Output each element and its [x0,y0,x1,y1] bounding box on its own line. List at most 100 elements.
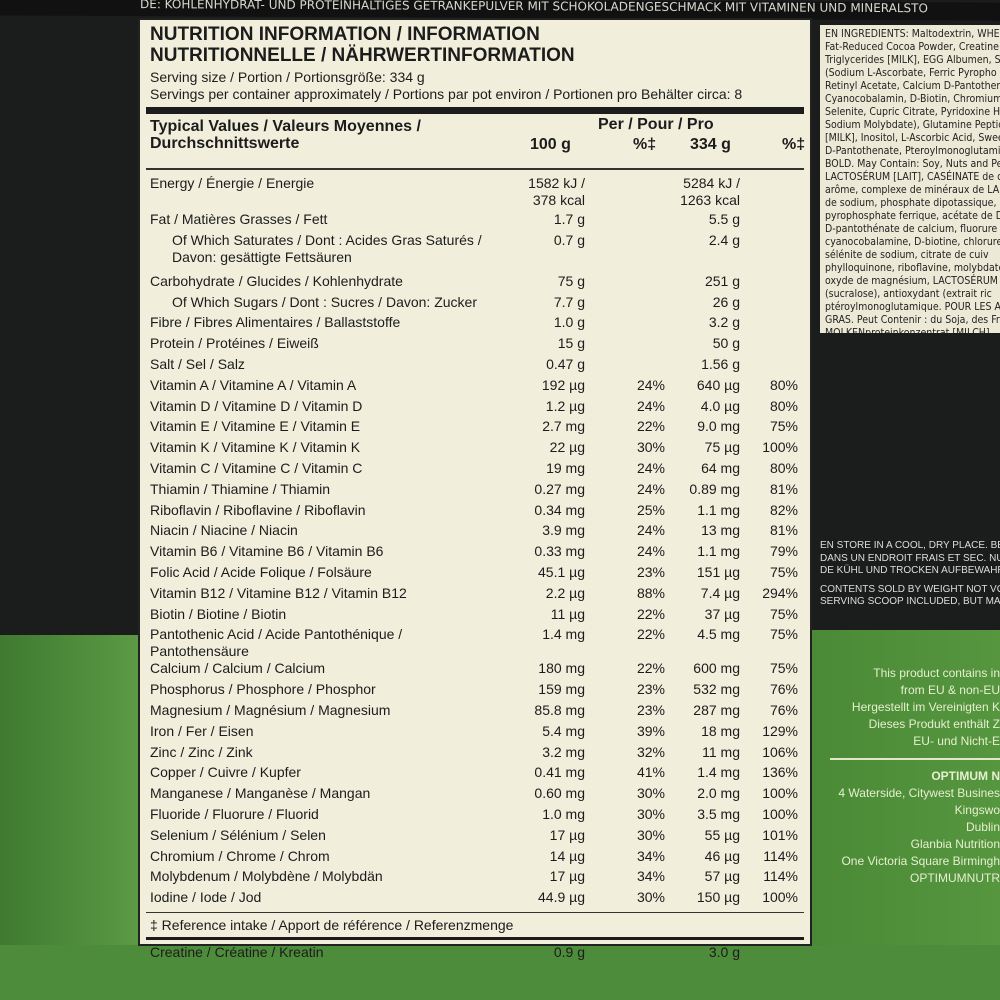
text-line: MOLKENproteinkonzentrat [MILCH], [825,327,993,333]
text-line: DE KÜHL UND TROCKEN AUFBEWAHREN. CHAR [820,565,1000,576]
nutrient-name: Vitamin B12 / Vitamine B12 / Vitamin B12 [150,584,407,601]
text-line: Kingswo [954,803,1000,817]
value-serving: 50 g [712,335,740,352]
table-row: Thiamin / Thiamine / Thiamin 0.27 mg 24% 0.… [150,481,800,502]
percent-ri-100g [585,294,665,315]
value-serving: 37 µg [704,605,740,622]
percent-ri-serving: 294% [762,584,798,601]
value-100g: 1582 kJ /378 kcal [528,175,585,208]
label-title-2: NUTRITIONNELLE / NÄHRWERTINFORMATION [150,45,575,66]
percent-ri-serving [740,232,800,273]
text-line: Dieses Produkt enthält Z [868,717,1000,731]
header-334g: 334 g [690,136,731,153]
text-line: Sodium Molybdate), Glutamine Peptides [825,119,1000,131]
value-serving: 13 mg [701,522,740,539]
value-100g: 19 mg [546,459,585,476]
value-serving: 251 g [704,272,740,289]
value-100g: 0.41 mg [534,764,585,781]
value-100g: 11 µg [550,605,585,622]
percent-ri-100g: 24% [636,376,665,393]
percent-ri-serving [740,273,800,294]
percent-ri-serving [740,314,800,335]
table-row: Folic Acid / Acide Folique / Folsäure 45.… [150,564,800,585]
nutrient-name: Of Which Saturates / Dont : Acides Gras … [172,231,482,265]
percent-ri-serving: 82% [769,501,798,518]
percent-ri-100g: 88% [636,584,665,601]
percent-ri-serving: 75% [769,660,798,677]
text-line: Hergestellt im Vereinigten K [851,700,1000,714]
text-line: LACTOSÉRUM [LAIT], CASÉINATE de calc [825,171,1000,183]
table-row: Vitamin B12 / Vitamine B12 / Vitamin B12… [150,585,800,606]
text-line: phylloquinone, riboflavine, molybdate de [825,262,1000,274]
value-serving: 5284 kJ /1263 kcal [680,175,740,208]
value-100g: 0.34 mg [534,501,585,518]
value-100g: 0.27 mg [534,480,585,497]
table-row: Biotin / Biotine / Biotin 11 µg 22% 37 µg 75… [150,606,800,627]
table-row: Molybdenum / Molybdène / Molybdän 17 µg 34… [150,868,800,889]
percent-ri-100g: 30% [636,785,665,802]
percent-ri-serving: 101% [762,826,798,843]
creatine-table: Creatine / Créatine / Kreatin 0.9 g 3.0 … [150,944,800,965]
nutrient-name: Thiamin / Thiamine / Thiamin [150,480,330,497]
percent-ri-100g: 22% [636,418,665,435]
percent-ri-serving: 81% [769,480,798,497]
text-line: oxyde de magnésium, LACTOSÉRUM [825,275,998,287]
value-serving: 55 µg [704,826,740,843]
table-row: Fat / Matières Grasses / Fett 1.7 g 5.5 g [150,211,800,232]
percent-ri-serving: 100% [762,785,798,802]
text-line: This product contains in [873,666,1000,680]
percent-ri-serving: 100% [762,889,798,906]
text-line: SERVING SCOOP INCLUDED, BUT MAY SET [820,596,1000,607]
text-line: GRAS. Peut Contenir : du Soja, des Fr [825,314,1000,326]
divider [146,107,804,114]
table-row: Carbohydrate / Glucides / Kohlenhydrate 7… [150,273,800,294]
value-serving: 3.5 mg [697,805,740,822]
percent-ri-100g: 24% [636,543,665,560]
nutrient-name: Biotin / Biotine / Biotin [150,605,287,622]
text-line: EU- und Nicht-E [913,734,1000,748]
text-line: ptéroylmonoglutamique. POUR LES A [825,301,1000,313]
nutrient-name: Magnesium / Magnésium / Magnesium [150,701,391,718]
percent-ri-100g: 34% [636,847,665,864]
text-line: from EU & non-EU [900,683,1000,697]
value-100g: 1.7 g [553,211,585,227]
table-row: Energy / Énergie / Energie 1582 kJ /378 k… [150,175,800,211]
value-100g: 2.2 µg [545,584,585,601]
value-100g: 15 g [557,335,585,352]
text-line: (sucralose), antioxydant (extrait ric [825,288,992,300]
table-row: Vitamin A / Vitamine A / Vitamin A 192 µg… [150,377,800,398]
table-row: Iron / Fer / Eisen 5.4 mg 39% 18 mg 129% [150,723,800,744]
percent-ri-100g: 22% [636,660,665,677]
table-row: Calcium / Calcium / Calcium 180 mg 22% 600 … [150,660,800,681]
percent-ri-100g: 24% [636,397,665,414]
table-row: Vitamin D / Vitamine D / Vitamin D 1.2 µg… [150,398,800,419]
table-row: Creatine / Créatine / Kreatin 0.9 g 3.0 … [150,944,800,965]
table-row: Magnesium / Magnésium / Magnesium 85.8 mg… [150,702,800,723]
value-100g: 1.0 mg [542,805,585,822]
nutrient-name: Fluoride / Fluorure / Fluorid [150,805,319,822]
percent-ri-100g [585,175,665,211]
percent-ri-serving: 80% [769,459,798,476]
value-serving: 64 mg [701,459,740,476]
value-serving: 18 mg [701,722,740,739]
percent-ri-100g: 30% [636,439,665,456]
nutrient-name: Vitamin C / Vitamine C / Vitamin C [150,459,363,476]
value-100g: 0.7 g [553,231,585,248]
percent-ri-100g: 23% [636,563,665,580]
percent-ri-serving: 76% [769,681,798,698]
text-line: 4 Waterside, Citywest Busines [838,786,1000,800]
percent-ri-serving: 75% [769,563,798,580]
text-line: OPTIMUM N [931,769,1000,783]
text-line: EN INGREDIENTS: Maltodextrin, WHEY [825,28,1000,40]
table-row: Vitamin C / Vitamine C / Vitamin C 19 mg 2… [150,460,800,481]
percent-ri-100g: 23% [636,701,665,718]
text-line: One Victoria Square Birmingh [841,854,1000,868]
table-row: Riboflavin / Riboflavine / Riboflavin 0.3… [150,502,800,523]
value-serving: 1.1 mg [697,501,740,518]
nutrient-name: Pantothenic Acid / Acide Pantothénique /… [150,626,403,660]
nutrient-name: Calcium / Calcium / Calcium [150,660,326,677]
table-row: Of Which Saturates / Dont : Acides Gras … [150,232,800,273]
percent-ri-100g [585,211,665,232]
value-100g: 180 mg [538,660,585,677]
percent-ri-100g: 30% [636,805,665,822]
